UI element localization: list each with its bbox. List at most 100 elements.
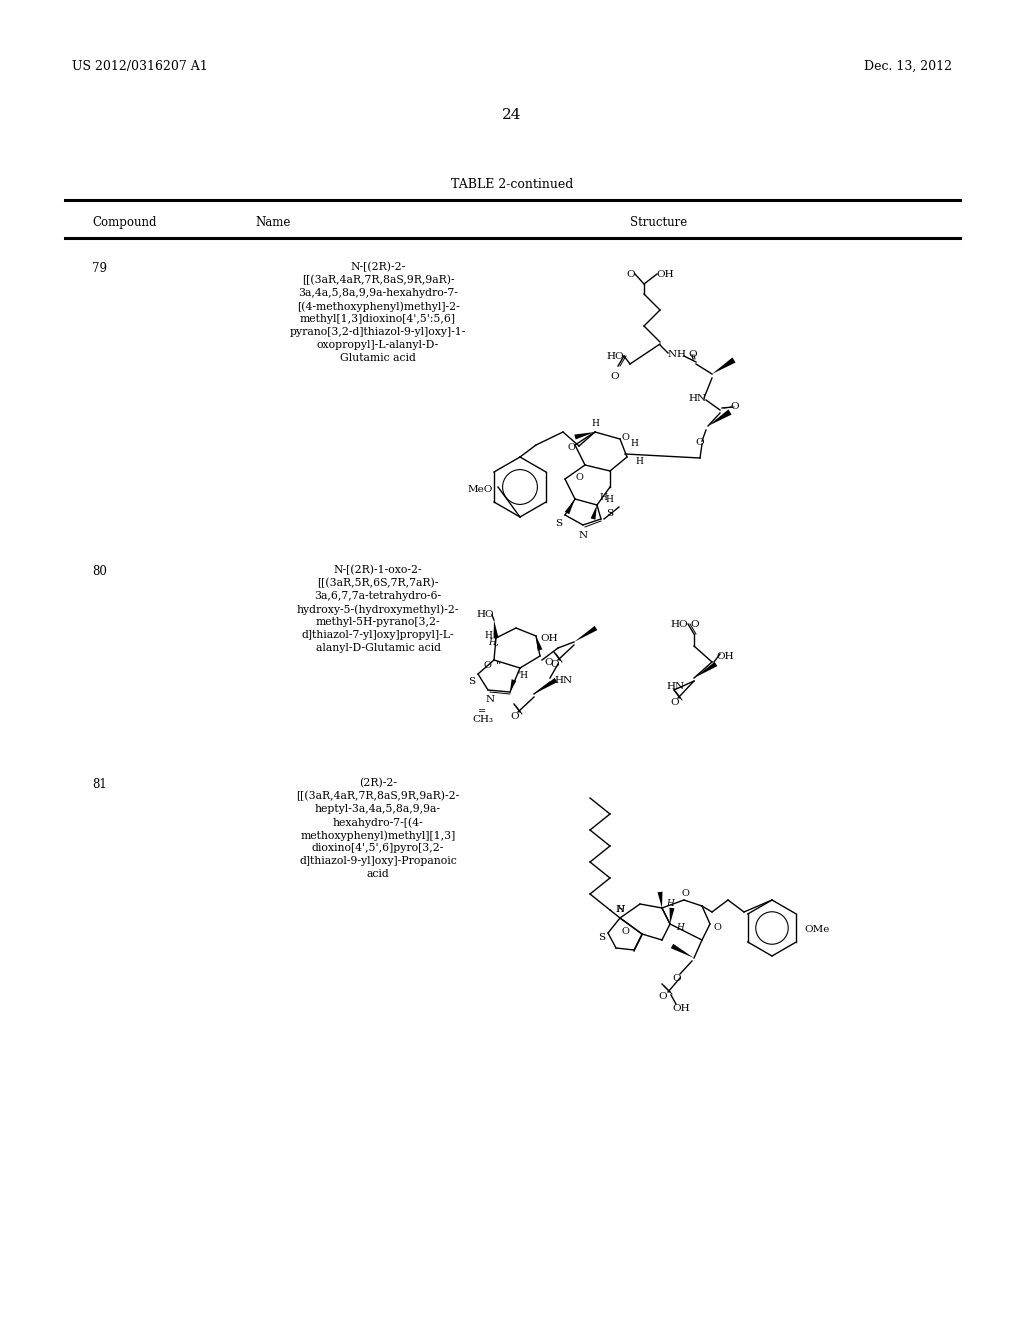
Text: H: H — [605, 495, 613, 504]
Text: O: O — [484, 660, 492, 669]
Text: Glutamic acid: Glutamic acid — [340, 352, 416, 363]
Text: HO: HO — [476, 610, 494, 619]
Text: H: H — [591, 420, 599, 429]
Text: [(4-methoxyphenyl)methyl]-2-: [(4-methoxyphenyl)methyl]-2- — [297, 301, 460, 312]
Polygon shape — [534, 678, 557, 694]
Text: Structure: Structure — [630, 216, 687, 228]
Text: O: O — [550, 660, 559, 669]
Text: N: N — [668, 350, 677, 359]
Text: d]thiazol-7-yl]oxy]propyl]-L-: d]thiazol-7-yl]oxy]propyl]-L- — [302, 630, 455, 640]
Text: pyrano[3,2-d]thiazol-9-yl]oxy]-1-: pyrano[3,2-d]thiazol-9-yl]oxy]-1- — [290, 327, 466, 337]
Text: HO: HO — [670, 620, 688, 630]
Text: S: S — [606, 510, 613, 519]
Text: acid: acid — [367, 869, 389, 879]
Text: 3a,6,7,7a-tetrahydro-6-: 3a,6,7,7a-tetrahydro-6- — [314, 591, 441, 601]
Text: OMe: OMe — [804, 925, 829, 935]
Text: O: O — [695, 438, 703, 447]
Text: methyl[1,3]dioxino[4',5':5,6]: methyl[1,3]dioxino[4',5':5,6] — [300, 314, 456, 323]
Text: H: H — [616, 906, 624, 915]
Polygon shape — [671, 944, 694, 958]
Text: O: O — [622, 928, 630, 936]
Text: H: H — [635, 458, 643, 466]
Text: N: N — [579, 531, 588, 540]
Polygon shape — [510, 680, 516, 692]
Text: O: O — [626, 271, 635, 279]
Text: O: O — [658, 993, 667, 1001]
Text: O: O — [688, 350, 696, 359]
Text: O: O — [622, 433, 630, 441]
Text: methyl-5H-pyrano[3,2-: methyl-5H-pyrano[3,2- — [315, 616, 440, 627]
Text: Dec. 13, 2012: Dec. 13, 2012 — [864, 59, 952, 73]
Text: O: O — [714, 924, 722, 932]
Text: =: = — [478, 708, 486, 717]
Polygon shape — [712, 358, 735, 374]
Text: HO: HO — [606, 352, 624, 360]
Text: 24: 24 — [502, 108, 522, 121]
Polygon shape — [670, 908, 675, 924]
Text: OH: OH — [672, 1005, 689, 1012]
Text: 3a,4a,5,8a,9,9a-hexahydro-7-: 3a,4a,5,8a,9,9a-hexahydro-7- — [298, 288, 458, 298]
Text: d]thiazol-9-yl]oxy]-Propanoic: d]thiazol-9-yl]oxy]-Propanoic — [299, 855, 457, 866]
Polygon shape — [574, 432, 595, 440]
Text: H: H — [599, 492, 607, 502]
Text: [[(3aR,5R,6S,7R,7aR)-: [[(3aR,5R,6S,7R,7aR)- — [317, 578, 438, 589]
Text: O: O — [682, 890, 690, 899]
Text: O: O — [510, 711, 518, 721]
Text: H: H — [484, 631, 492, 640]
Text: S: S — [555, 519, 562, 528]
Polygon shape — [694, 661, 718, 678]
Text: H: H — [676, 350, 685, 359]
Text: dioxino[4',5',6]pyro[3,2-: dioxino[4',5',6]pyro[3,2- — [312, 843, 444, 853]
Text: CH₃: CH₃ — [472, 715, 493, 725]
Text: MeO: MeO — [468, 484, 494, 494]
Text: O: O — [670, 698, 679, 708]
Text: H,: H, — [488, 638, 499, 647]
Polygon shape — [708, 409, 731, 426]
Text: 81: 81 — [92, 777, 106, 791]
Text: "H: "H — [516, 672, 528, 681]
Text: hexahydro-7-[(4-: hexahydro-7-[(4- — [333, 817, 423, 828]
Polygon shape — [591, 506, 597, 520]
Text: ": " — [496, 661, 502, 671]
Text: H: H — [630, 440, 638, 449]
Text: [[(3aR,4aR,7R,8aS,9R,9aR)-2-: [[(3aR,4aR,7R,8aS,9R,9aR)-2- — [296, 791, 460, 801]
Text: alanyl-D-Glutamic acid: alanyl-D-Glutamic acid — [315, 643, 440, 653]
Polygon shape — [494, 620, 499, 639]
Text: HN: HN — [666, 682, 684, 690]
Text: oxopropyl]-L-alanyl-D-: oxopropyl]-L-alanyl-D- — [316, 341, 439, 350]
Text: O: O — [730, 403, 738, 411]
Text: OH: OH — [716, 652, 733, 661]
Text: O: O — [575, 473, 583, 482]
Text: O: O — [544, 657, 553, 667]
Polygon shape — [565, 499, 575, 515]
Text: 79: 79 — [92, 261, 106, 275]
Text: N-[(2R)-1-oxo-2-: N-[(2R)-1-oxo-2- — [334, 565, 422, 576]
Text: US 2012/0316207 A1: US 2012/0316207 A1 — [72, 59, 208, 73]
Text: OH: OH — [540, 634, 558, 643]
Text: Name: Name — [255, 216, 291, 228]
Text: Compound: Compound — [92, 216, 157, 228]
Text: S: S — [468, 677, 475, 686]
Polygon shape — [657, 892, 663, 908]
Text: OH: OH — [656, 271, 674, 279]
Text: 80: 80 — [92, 565, 106, 578]
Text: methoxyphenyl)methyl][1,3]: methoxyphenyl)methyl][1,3] — [300, 830, 456, 841]
Text: O: O — [567, 442, 574, 451]
Text: N: N — [486, 696, 496, 705]
Text: O: O — [690, 620, 698, 630]
Text: TABLE 2-continued: TABLE 2-continued — [451, 178, 573, 191]
Polygon shape — [536, 636, 543, 651]
Text: hydroxy-5-(hydroxymethyl)-2-: hydroxy-5-(hydroxymethyl)-2- — [297, 605, 459, 615]
Text: heptyl-3a,4a,5,8a,9,9a-: heptyl-3a,4a,5,8a,9,9a- — [315, 804, 441, 814]
Text: H: H — [666, 899, 674, 908]
Text: HN: HN — [554, 676, 572, 685]
Text: O: O — [672, 974, 681, 983]
Text: N-[(2R)-2-: N-[(2R)-2- — [350, 261, 406, 272]
Text: [[(3aR,4aR,7R,8aS,9R,9aR)-: [[(3aR,4aR,7R,8aS,9R,9aR)- — [302, 275, 455, 285]
Text: S: S — [598, 933, 605, 942]
Text: (2R)-2-: (2R)-2- — [359, 777, 397, 788]
Text: H: H — [676, 924, 684, 932]
Polygon shape — [574, 626, 597, 642]
Text: HN: HN — [688, 393, 707, 403]
Text: N: N — [616, 906, 625, 915]
